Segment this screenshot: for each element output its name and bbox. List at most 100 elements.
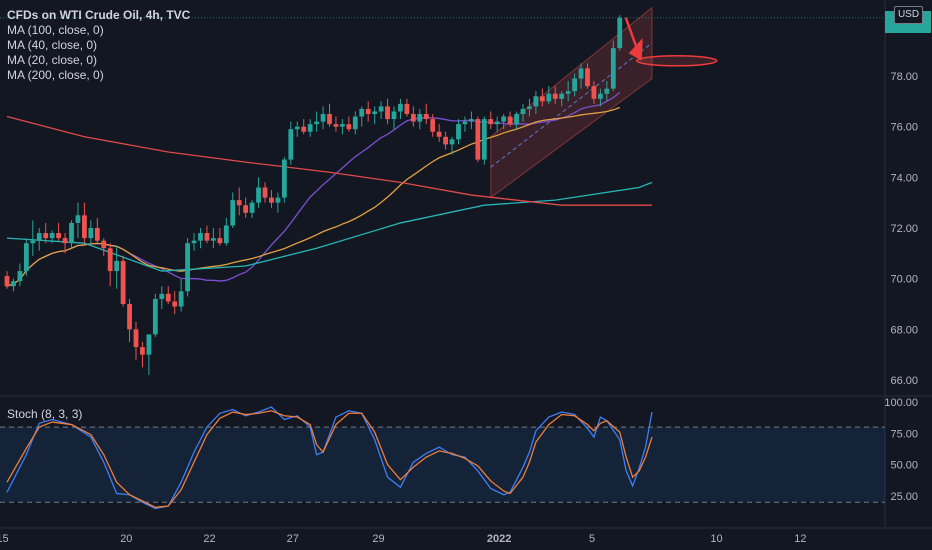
candle-body	[475, 119, 481, 160]
candle-body	[165, 293, 171, 302]
price-tick-label: 74.00	[890, 172, 918, 184]
candle	[288, 121, 294, 165]
stoch-tick-label: 100.00	[884, 397, 918, 409]
candle-body	[281, 159, 287, 198]
candle	[43, 222, 49, 244]
candle-body	[436, 131, 442, 137]
stoch-tick-label: 50.00	[890, 460, 918, 472]
candle-body	[572, 78, 577, 92]
candle-body	[488, 119, 494, 125]
candle	[159, 286, 165, 310]
candle-body	[307, 124, 313, 132]
candle-body	[604, 88, 610, 94]
candle	[62, 233, 68, 254]
candle	[546, 86, 552, 104]
candle	[36, 228, 42, 251]
candle	[301, 119, 307, 135]
candle	[501, 114, 507, 130]
candle-body	[314, 121, 319, 125]
candle	[475, 116, 481, 163]
candle	[527, 98, 532, 117]
candle	[340, 119, 345, 135]
candle-body	[4, 276, 10, 287]
candle-body	[443, 136, 448, 145]
candle	[133, 321, 139, 360]
candle	[520, 103, 526, 122]
candle-body	[236, 200, 242, 206]
annotation-arrowhead	[628, 38, 643, 61]
price-tick-label: 72.00	[890, 223, 918, 235]
candle-body	[514, 114, 519, 125]
candle-body	[172, 301, 178, 307]
moving-average-line	[6, 181, 653, 272]
candle	[185, 238, 190, 297]
candle	[469, 111, 474, 130]
candle-body	[417, 114, 423, 122]
candle-body	[107, 248, 113, 272]
candle-body	[94, 228, 100, 241]
time-tick-label: 20	[120, 533, 132, 545]
candle	[572, 73, 577, 97]
candle	[88, 220, 94, 246]
channel-median-line	[490, 42, 653, 168]
candle	[462, 116, 468, 132]
candle	[391, 106, 397, 130]
candle	[94, 217, 100, 244]
candle	[49, 230, 55, 244]
candle-body	[520, 108, 526, 114]
candle-body	[533, 96, 539, 107]
candle	[514, 111, 519, 130]
candle	[4, 271, 10, 289]
legend-title: CFDs on WTI Crude Oil, 4h, TVC	[7, 8, 191, 22]
candle	[127, 298, 132, 342]
candle	[172, 291, 178, 315]
candle	[23, 238, 29, 277]
legend-ma40: MA (40, close, 0)	[7, 38, 98, 52]
candle-body	[23, 243, 29, 272]
regression-channel	[490, 6, 653, 199]
candle-body	[140, 347, 145, 355]
candle	[11, 278, 16, 292]
candle	[249, 200, 255, 218]
candle-body	[378, 106, 384, 112]
candle-body	[410, 114, 416, 122]
candle	[533, 91, 539, 114]
candle-body	[340, 124, 345, 127]
candle-body	[391, 111, 397, 120]
candle	[120, 255, 126, 307]
candle	[256, 177, 261, 208]
price-tick-label: 68.00	[890, 324, 918, 336]
price-tick-label: 66.00	[890, 375, 918, 387]
price-tick-label: 70.00	[890, 274, 918, 286]
candle-body	[552, 93, 558, 99]
candle	[320, 106, 326, 130]
time-tick-label: 5	[589, 533, 595, 545]
candle-body	[507, 116, 513, 125]
candle-body	[598, 93, 603, 99]
candle	[378, 101, 384, 120]
candle	[333, 116, 339, 132]
time-tick-label: 29	[372, 533, 384, 545]
candle-body	[49, 233, 55, 239]
price-tick-label: 78.00	[890, 71, 918, 83]
candle	[30, 220, 36, 256]
candle-body	[501, 116, 507, 122]
currency-button[interactable]: USD	[894, 6, 923, 24]
candle-body	[449, 139, 455, 145]
candle-body	[243, 205, 249, 213]
candle	[82, 202, 87, 244]
stoch-tick-label: 75.00	[890, 428, 918, 440]
candle	[481, 116, 487, 165]
candle	[17, 263, 23, 287]
candle	[307, 119, 313, 137]
annotation-arrow	[624, 17, 639, 52]
candle-body	[559, 93, 565, 99]
candle-body	[159, 293, 165, 299]
candle	[417, 108, 423, 130]
candle	[211, 228, 216, 249]
candle-body	[610, 48, 616, 89]
legend-ma100: MA (100, close, 0)	[7, 23, 104, 37]
candle-body	[301, 126, 307, 132]
candle-body	[385, 106, 390, 120]
